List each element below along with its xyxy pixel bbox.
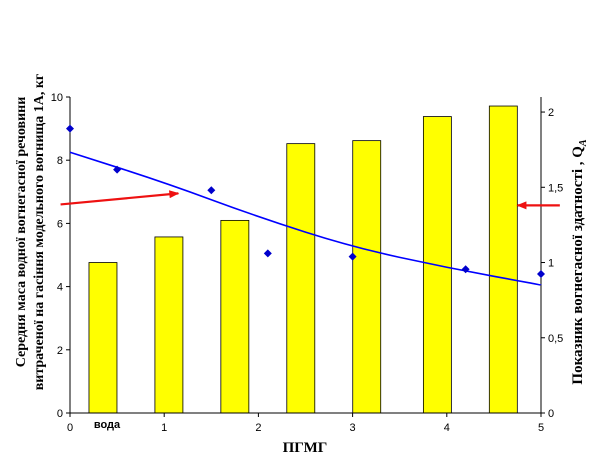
labels-layer: вода ПГМГ Середня маса водної вогнегасно…: [14, 74, 589, 456]
y2-axis-title: Показник вогнегасної здатності , QA: [570, 139, 589, 385]
data-point: [348, 252, 357, 261]
category-label: вода: [94, 419, 121, 431]
bars-layer: [88, 105, 518, 414]
x-axis-title: ПГМГ: [283, 440, 328, 456]
y-tick-label: 10: [51, 92, 63, 104]
x-tick-label: 3: [350, 422, 356, 434]
y-tick-label: 4: [57, 282, 63, 294]
y-tick-label: 6: [57, 218, 63, 230]
data-point: [263, 249, 272, 258]
x-tick-label: 1: [161, 422, 167, 434]
x-tick-label: 4: [444, 422, 450, 434]
data-point: [461, 265, 470, 274]
data-point: [113, 165, 122, 174]
trend-layer: [69, 151, 542, 286]
data-point: [537, 269, 545, 278]
y2-tick-label: 1: [548, 258, 554, 270]
y2-axis-title-main: Показник вогнегасної здатності , Q: [570, 146, 586, 385]
x-tick-label: 2: [255, 422, 261, 434]
data-point: [66, 124, 74, 133]
bar: [88, 262, 118, 414]
bar: [488, 105, 518, 414]
y-tick-label: 2: [57, 345, 63, 357]
left-arrow: [60, 190, 180, 206]
y-axis-title-line-1: Середня маса водної вогнегасної речовини: [14, 97, 29, 368]
y2-axis-title-subscript: A: [578, 139, 589, 147]
y-axis-title-line-2: витраченої на гасіння модельного вогнища…: [32, 74, 47, 391]
axes-layer: 0 2 4 6 8 10 0 0,5 1 1,5 2 0 1 2 3 4 5: [51, 92, 564, 434]
bar: [286, 143, 316, 414]
y2-tick-label: 1,5: [548, 182, 563, 194]
y2-tick-label: 2: [548, 107, 554, 119]
arrows-layer: [60, 190, 560, 210]
points-layer: [66, 124, 545, 278]
data-point: [207, 186, 216, 195]
bar: [352, 140, 382, 414]
x-tick-label: 5: [538, 422, 544, 434]
y2-tick-label: 0,5: [548, 333, 563, 345]
y-tick-label: 0: [57, 408, 63, 420]
y-tick-label: 8: [57, 155, 63, 167]
trendline: [69, 151, 542, 286]
y2-tick-label: 0: [548, 408, 554, 420]
bar: [154, 236, 184, 414]
bar: [220, 219, 250, 414]
x-tick-label: 0: [67, 422, 73, 434]
